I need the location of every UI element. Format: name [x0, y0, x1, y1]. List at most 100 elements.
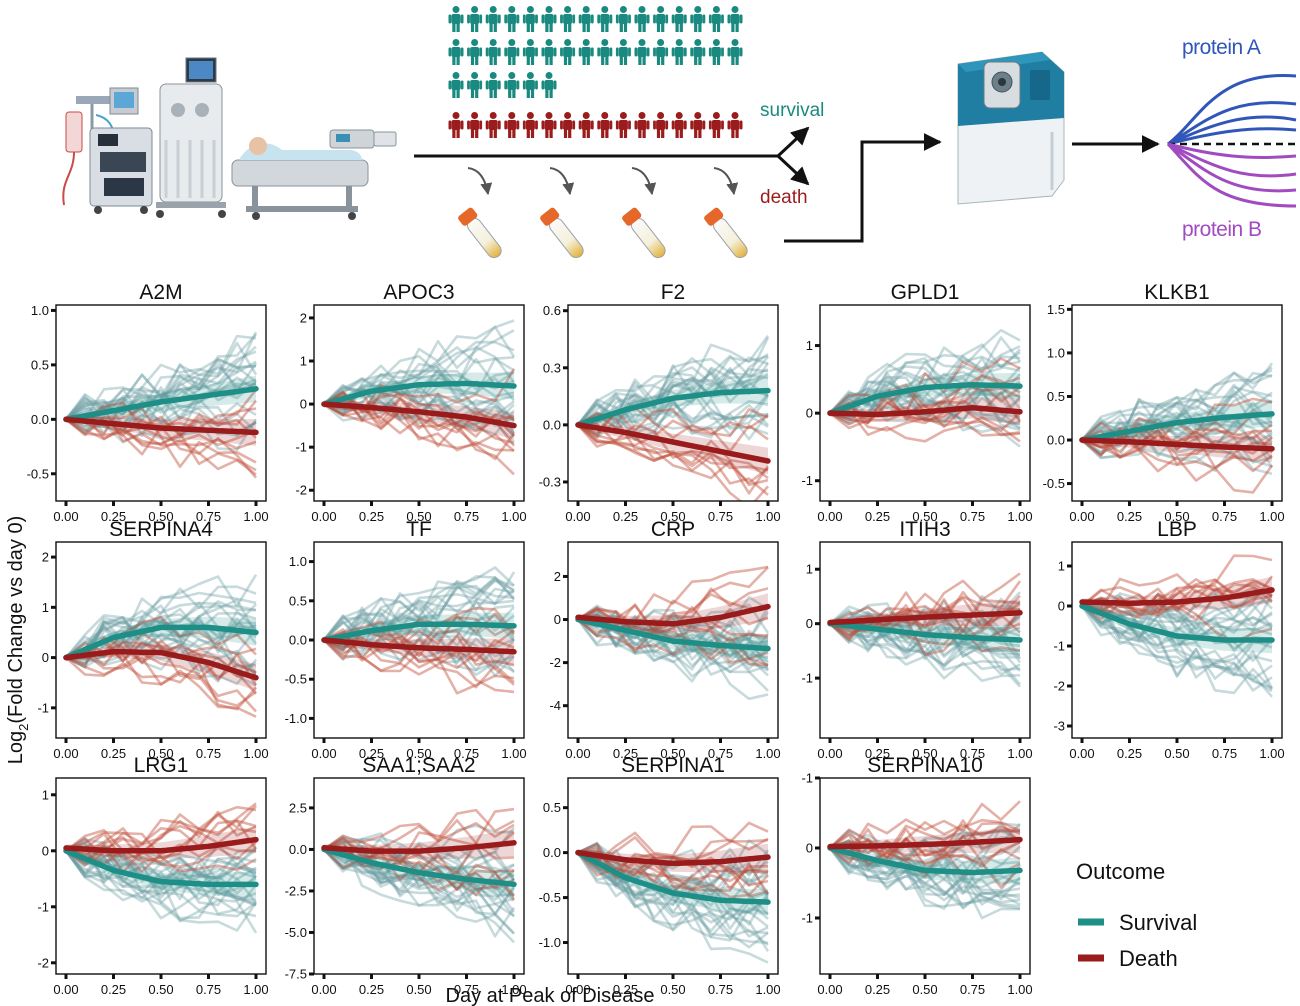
x-tick-label: 0.50 [660, 746, 685, 761]
legend-title: Outcome [1076, 859, 1165, 884]
x-tick-label: 1.00 [501, 746, 526, 761]
death-fit-curve [63, 648, 259, 681]
panel-title: CRP [651, 518, 695, 541]
survival-patient-trajectory [829, 618, 1021, 688]
y-tick-label: 2 [42, 550, 49, 565]
icu-equipment-illustration [62, 57, 397, 220]
x-tick-label: 0.50 [148, 982, 173, 997]
survival-patient-trajectory [577, 610, 769, 656]
death-patient-trajectory [577, 406, 769, 440]
survival-patient-trajectory [65, 840, 257, 907]
protein-a-label: protein A [1182, 36, 1261, 59]
survival-patient-trajectory [829, 336, 1022, 415]
person-death-icon [448, 112, 464, 138]
person-death-icon [541, 112, 557, 138]
y-tick-label: 0.6 [543, 303, 561, 318]
survival-patient-trajectory [65, 607, 257, 659]
survival-patient-trajectory [577, 851, 769, 938]
panel-title: TF [406, 518, 432, 541]
survival-patient-trajectory [577, 603, 770, 637]
death-patient-trajectory [65, 810, 257, 854]
survival-patient-trajectory [323, 845, 515, 881]
survival-patient-trajectory [829, 846, 1021, 908]
y-tick-label: -1 [37, 700, 49, 715]
death-patient-trajectory [577, 821, 769, 862]
panel-title: SERPINA4 [109, 518, 213, 541]
death-fit-curve [827, 404, 1023, 418]
survival-fit-curve [321, 846, 517, 888]
survival-patient-trajectory [829, 829, 1021, 868]
death-patient-trajectory [829, 403, 1021, 432]
y-tick-label: -5.0 [285, 925, 307, 940]
death-patient-trajectory [65, 802, 257, 863]
survival-branch-arrow [776, 126, 810, 158]
y-tick-label: 0.0 [289, 842, 307, 857]
person-death-icon [671, 112, 687, 138]
person-survival-icon [467, 72, 483, 98]
survival-patient-trajectory [829, 604, 1021, 632]
x-tick-label: 0.50 [912, 746, 937, 761]
y-tick-label: -7.5 [285, 967, 307, 982]
survival-patient-trajectory [576, 851, 769, 946]
survival-patient-trajectory [323, 579, 515, 641]
death-patient-trajectory [1081, 582, 1273, 621]
survival-patient-trajectory [829, 357, 1021, 424]
survival-patient-trajectory [323, 578, 515, 642]
death-patient-trajectory [1081, 592, 1273, 621]
survival-patient-trajectory [65, 638, 257, 687]
survival-patient-trajectory [577, 841, 769, 890]
survival-patient-trajectory [577, 851, 769, 887]
survival-patient-trajectory [65, 636, 257, 674]
survival-patient-trajectory [1081, 604, 1273, 693]
person-death-icon [615, 112, 631, 138]
person-death-icon [467, 112, 483, 138]
survival-patient-trajectory [829, 390, 1021, 434]
survival-patient-trajectory [323, 837, 515, 874]
panel-title: A2M [139, 281, 182, 304]
survival-patient-trajectory [323, 579, 515, 646]
survival-patient-trajectory [323, 584, 515, 642]
survival-patient-trajectory [829, 847, 1021, 904]
survival-patient-trajectory [64, 849, 258, 907]
survival-patient-trajectory [1081, 417, 1273, 460]
death-patient-trajectory [577, 414, 769, 496]
x-tick-label: 0.25 [359, 509, 384, 524]
y-tick-label: -0.5 [1043, 476, 1065, 491]
survival-patient-trajectory [1081, 605, 1273, 650]
panel-title: APOC3 [383, 281, 454, 304]
death-fit-curve [63, 836, 259, 854]
panel-apoc3: APOC3 -2 -1 0 1 2 0.00 0.25 0.50 0.75 1.00 [295, 281, 526, 524]
y-tick-label: 1 [300, 354, 307, 369]
x-tick-label: 0.00 [1069, 509, 1094, 524]
survival-patient-trajectory [829, 622, 1021, 659]
death-patient-trajectory [577, 423, 769, 485]
x-tick-label: 0.75 [960, 746, 985, 761]
survival-patient-trajectory [577, 613, 769, 661]
y-tick-label: 0.5 [1047, 389, 1065, 404]
y-tick-label: 0 [1058, 599, 1065, 614]
survival-patient-trajectory [323, 385, 516, 422]
survival-fit-curve [827, 382, 1023, 416]
protein-b-label: protein B [1182, 218, 1262, 241]
death-fit-curve [575, 603, 771, 627]
death-fit-curve [63, 416, 259, 436]
panel-gpld1: GPLD1 -1 0 1 0.00 0.25 0.50 0.75 1.00 [801, 281, 1032, 524]
person-survival-icon [485, 39, 501, 65]
x-tick-label: 0.75 [196, 982, 221, 997]
survival-patient-trajectory [65, 619, 257, 659]
survival-patient-trajectory [1081, 401, 1273, 442]
y-tick-label: -1 [801, 473, 813, 488]
death-fit-curve [321, 637, 517, 655]
survival-patient-trajectory [577, 402, 769, 435]
panel-title: F2 [661, 281, 686, 304]
survival-patient-trajectory [323, 607, 515, 646]
death-patient-trajectory [65, 804, 257, 861]
survival-patient-trajectory [577, 851, 769, 921]
survival-patient-trajectory [829, 360, 1021, 420]
y-tick-label: -0.5 [27, 466, 49, 481]
x-tick-label: 1.00 [1259, 746, 1284, 761]
y-tick-label: 0.5 [31, 357, 49, 372]
person-survival-icon [615, 39, 631, 65]
x-tick-label: 0.25 [101, 509, 126, 524]
